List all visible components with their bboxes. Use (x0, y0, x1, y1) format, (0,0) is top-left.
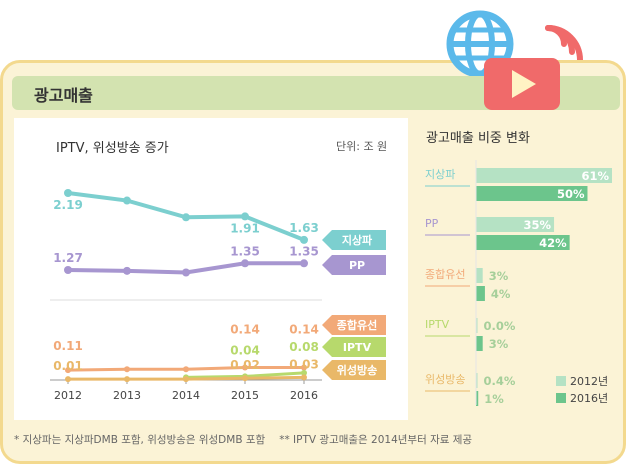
bar-value-label: 61% (581, 169, 609, 183)
footnote-1: * 지상파는 지상파DMB 포함, 위성방송은 위성DMB 포함 (14, 434, 266, 446)
bar-value-label: 1% (484, 392, 504, 406)
bar-value-label: 0.4% (484, 374, 516, 388)
data-label: 0.04 (230, 343, 260, 357)
data-point (242, 375, 248, 382)
bar-0 (476, 168, 612, 183)
bar-category-label: 종합유선 (425, 268, 465, 281)
data-point (241, 212, 249, 221)
legend-swatch (556, 393, 566, 403)
data-point (183, 366, 189, 373)
data-point (241, 259, 249, 268)
legend-pill (322, 360, 386, 380)
data-point (123, 196, 131, 205)
legend-swatch (556, 376, 566, 386)
data-label: 0.14 (230, 323, 260, 337)
legend-label: IPTV (343, 341, 372, 354)
bar-category-label: PP (425, 217, 439, 230)
data-label: 1.35 (289, 244, 319, 258)
data-point (65, 376, 71, 383)
bar-category-label: 위성방송 (425, 373, 465, 386)
data-point (300, 235, 308, 244)
data-point (65, 367, 71, 374)
x-tick-label: 2012 (54, 389, 82, 402)
bar-value-label: 42% (539, 236, 567, 250)
bar-0 (476, 268, 483, 283)
legend-label: 종합유선 (337, 318, 377, 332)
bar-value-label: 35% (524, 218, 552, 232)
legend-label: 2016년 (570, 392, 608, 405)
data-point (182, 213, 190, 222)
footnote-2: ** IPTV 광고매출은 2014년부터 자료 제공 (279, 434, 473, 446)
x-tick-label: 2014 (172, 389, 200, 402)
data-point (124, 366, 130, 373)
bar-value-label: 0.0% (484, 319, 516, 333)
line-chart-title: IPTV, 위성방송 증가 (56, 141, 169, 156)
data-label: 0.02 (230, 358, 260, 372)
bar-category-label: 지상파 (425, 168, 455, 181)
wifi-icon (545, 25, 583, 63)
data-point (300, 259, 308, 268)
data-point (301, 364, 307, 371)
bar-0 (476, 318, 478, 333)
data-label: 0.14 (289, 323, 319, 337)
data-point (301, 369, 307, 376)
data-label: 2.19 (53, 198, 83, 212)
legend-label: PP (349, 259, 365, 272)
data-point (64, 266, 72, 274)
header-title: 광고매출 (34, 86, 93, 105)
x-tick-label: 2015 (231, 389, 259, 402)
data-label: 0.08 (289, 340, 319, 354)
legend-pill (322, 255, 386, 275)
legend-pill (322, 337, 386, 357)
legend-label: 위성방송 (337, 363, 377, 377)
data-label: 1.27 (53, 251, 83, 265)
bar-1 (476, 336, 483, 351)
bar-1 (476, 186, 588, 201)
bar-0 (476, 217, 555, 232)
bar-1 (476, 235, 570, 250)
data-point (64, 189, 72, 197)
bar-value-label: 4% (491, 287, 511, 301)
line-chart-unit: 단위: 조 원 (336, 140, 388, 153)
bar-1 (476, 286, 485, 301)
bar-value-label: 3% (489, 269, 509, 283)
legend-pill (322, 230, 386, 250)
data-point (242, 364, 248, 371)
x-tick-label: 2013 (113, 389, 141, 402)
footnote: * 지상파는 지상파DMB 포함, 위성방송은 위성DMB 포함 ** IPTV … (14, 432, 472, 447)
data-point (183, 376, 189, 383)
bar-0 (476, 373, 478, 388)
data-label: 1.63 (289, 221, 319, 235)
data-point (182, 268, 190, 277)
data-label: 0.01 (53, 359, 83, 373)
bar-chart-title: 광고매출 비중 변화 (426, 131, 530, 146)
data-point (301, 374, 307, 381)
bar-category-label: IPTV (425, 318, 450, 331)
x-tick-label: 2016 (290, 389, 318, 402)
bar-1 (476, 391, 479, 406)
data-label: 0.11 (53, 339, 83, 353)
data-point (123, 266, 131, 275)
bar-value-label: 3% (489, 337, 509, 351)
data-label: 1.35 (230, 244, 260, 258)
legend-label: 2012년 (570, 375, 608, 388)
play-icon (484, 58, 560, 110)
data-point (124, 376, 130, 383)
legend-label: 지상파 (342, 233, 373, 247)
data-label: 1.91 (230, 221, 260, 235)
legend-pill (322, 315, 386, 335)
data-label: 0.03 (289, 357, 319, 371)
bar-value-label: 50% (557, 187, 585, 201)
